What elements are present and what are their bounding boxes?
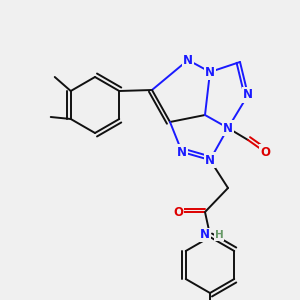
Text: H: H — [214, 230, 224, 240]
Text: O: O — [260, 146, 270, 158]
Text: N: N — [205, 154, 215, 166]
Text: N: N — [177, 146, 187, 158]
Text: N: N — [200, 229, 210, 242]
Text: N: N — [243, 88, 253, 101]
Text: N: N — [205, 65, 215, 79]
Text: N: N — [183, 53, 193, 67]
Text: O: O — [173, 206, 183, 218]
Text: N: N — [223, 122, 233, 134]
